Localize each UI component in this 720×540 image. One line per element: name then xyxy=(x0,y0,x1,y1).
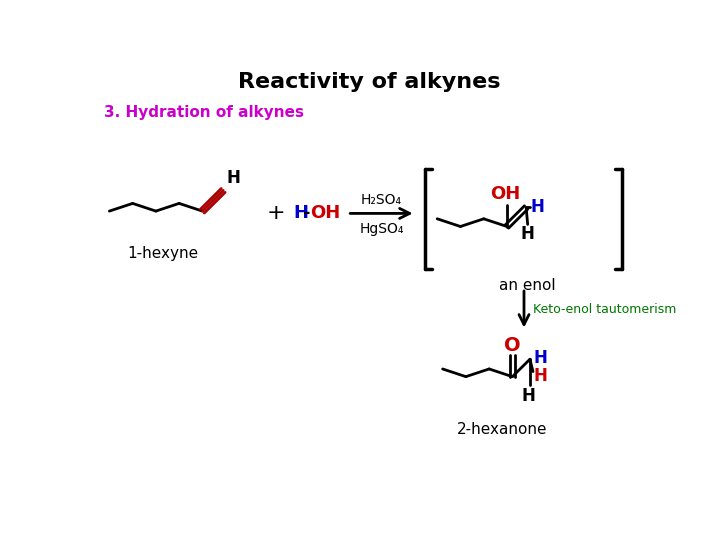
Text: H: H xyxy=(293,205,308,222)
Text: HgSO₄: HgSO₄ xyxy=(359,222,404,236)
Text: 2-hexanone: 2-hexanone xyxy=(456,422,547,436)
Text: 1-hexyne: 1-hexyne xyxy=(127,246,198,261)
Text: H: H xyxy=(521,387,535,405)
Text: H: H xyxy=(521,225,535,244)
Text: H: H xyxy=(534,367,548,385)
Text: -: - xyxy=(303,205,310,222)
Text: H₂SO₄: H₂SO₄ xyxy=(361,193,402,206)
Text: +: + xyxy=(266,204,285,224)
Text: an enol: an enol xyxy=(499,278,555,293)
Text: 3. Hydration of alkynes: 3. Hydration of alkynes xyxy=(104,105,304,120)
Text: H: H xyxy=(530,198,544,217)
Text: O: O xyxy=(504,336,521,355)
Text: OH: OH xyxy=(310,205,341,222)
Text: H: H xyxy=(226,170,240,187)
Text: Reactivity of alkynes: Reactivity of alkynes xyxy=(238,72,500,92)
Text: Keto-enol tautomerism: Keto-enol tautomerism xyxy=(534,303,677,316)
Text: H: H xyxy=(534,349,548,367)
Text: OH: OH xyxy=(490,185,521,203)
